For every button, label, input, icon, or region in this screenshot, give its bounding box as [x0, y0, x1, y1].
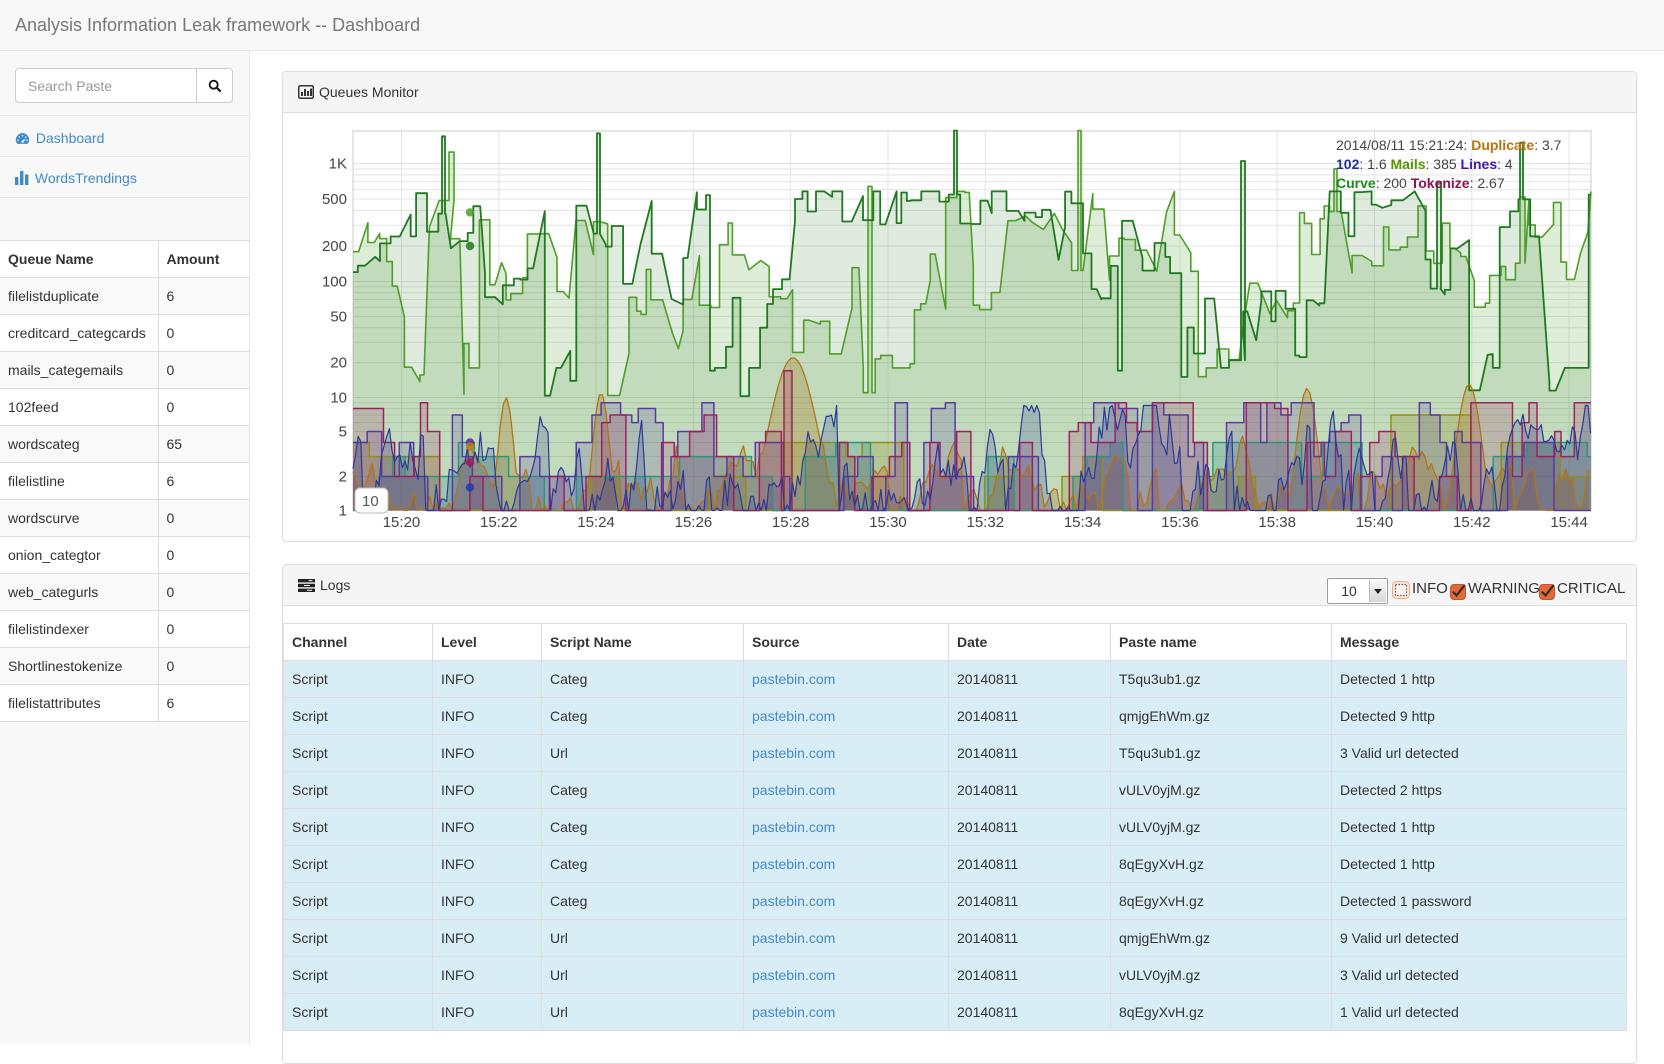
svg-text:100: 100 [322, 274, 347, 291]
svg-text:500: 500 [322, 191, 347, 208]
svg-text:15:32: 15:32 [967, 514, 1005, 531]
svg-text:10: 10 [330, 390, 347, 407]
svg-text:2014/08/11 15:21:24: Duplicate: 2014/08/11 15:21:24: Duplicate: 3.7 [1336, 137, 1562, 153]
svg-text:50: 50 [330, 308, 347, 325]
svg-text:200: 200 [322, 238, 347, 255]
svg-text:10: 10 [362, 493, 379, 510]
svg-text:20: 20 [330, 355, 347, 372]
svg-text:15:42: 15:42 [1453, 514, 1491, 531]
svg-text:2: 2 [339, 469, 347, 486]
svg-text:15:20: 15:20 [383, 514, 421, 531]
svg-text:1: 1 [339, 503, 347, 520]
svg-text:15:26: 15:26 [675, 514, 713, 531]
svg-text:15:38: 15:38 [1258, 514, 1296, 531]
svg-text:15:40: 15:40 [1356, 514, 1394, 531]
svg-text:15:22: 15:22 [480, 514, 518, 531]
svg-text:102: 1.6 Mails: 385 Lines: 4: 102: 1.6 Mails: 385 Lines: 4 [1336, 156, 1513, 172]
svg-text:15:30: 15:30 [869, 514, 907, 531]
svg-text:15:36: 15:36 [1161, 514, 1199, 531]
svg-text:15:34: 15:34 [1064, 514, 1102, 531]
svg-text:15:28: 15:28 [772, 514, 810, 531]
svg-text:Curve: 200 Tokenize: 2.67: Curve: 200 Tokenize: 2.67 [1336, 175, 1505, 191]
svg-text:1K: 1K [329, 156, 347, 173]
svg-text:15:24: 15:24 [577, 514, 615, 531]
svg-text:15:44: 15:44 [1550, 514, 1588, 531]
svg-text:5: 5 [339, 424, 347, 441]
